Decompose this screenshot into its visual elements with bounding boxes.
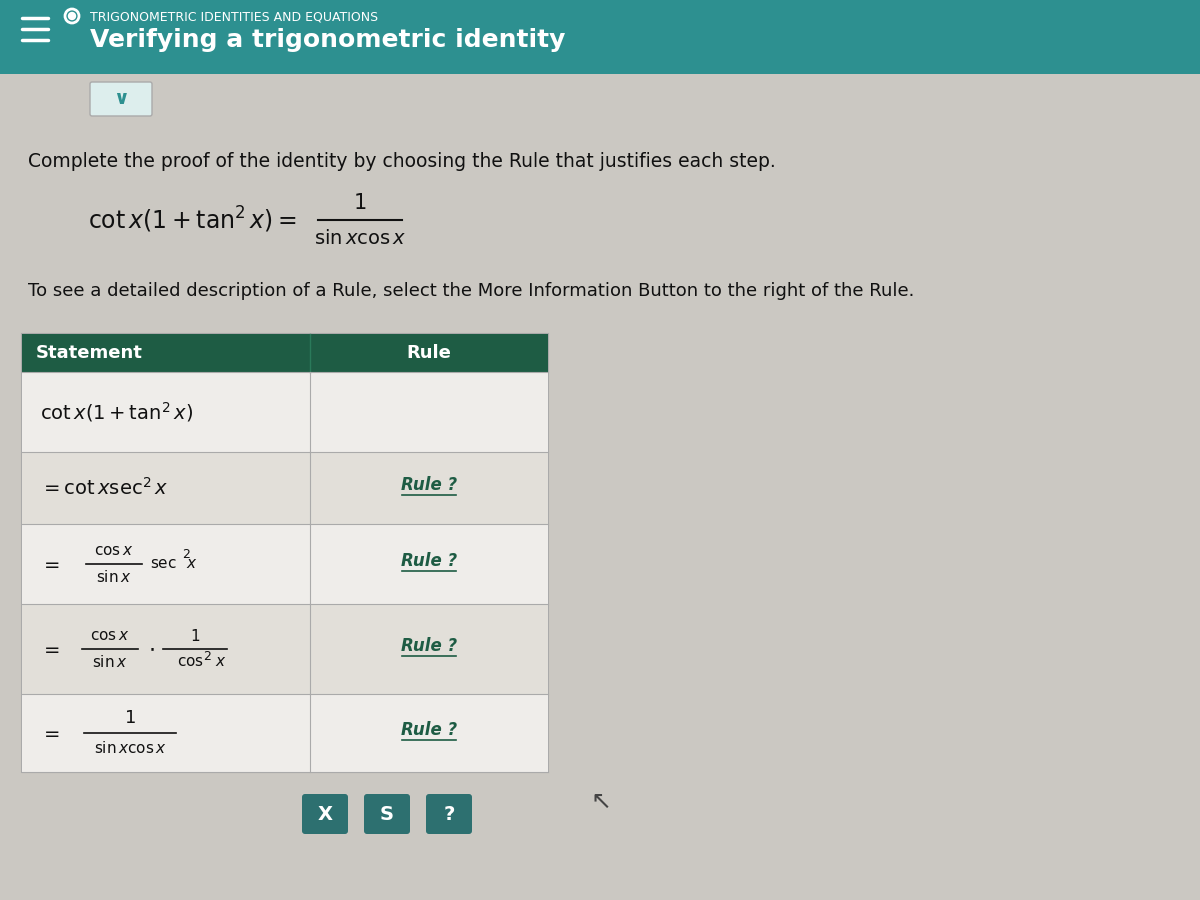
Bar — [22, 334, 548, 772]
Text: $=$: $=$ — [40, 724, 60, 742]
Text: $\cos x$: $\cos x$ — [90, 629, 130, 643]
Text: $1$: $1$ — [353, 193, 367, 213]
Text: X: X — [318, 805, 332, 824]
Text: $\cot x\left(1 + \tan^2 x\right)$: $\cot x\left(1 + \tan^2 x\right)$ — [40, 400, 193, 424]
Text: $\mathrm{cos}$: $\mathrm{cos}$ — [178, 655, 204, 669]
Text: ∨: ∨ — [113, 89, 128, 109]
Text: $\sin x$: $\sin x$ — [96, 569, 132, 585]
Text: To see a detailed description of a Rule, select the More Information Button to t: To see a detailed description of a Rule,… — [28, 282, 914, 300]
Text: $= \cot x\sec^2 x$: $= \cot x\sec^2 x$ — [40, 477, 168, 499]
Text: $2$: $2$ — [203, 651, 211, 663]
Text: $x$: $x$ — [215, 655, 227, 669]
FancyBboxPatch shape — [426, 794, 472, 834]
Text: Rule ?: Rule ? — [401, 721, 457, 739]
Text: $1$: $1$ — [124, 709, 136, 727]
Text: $x$: $x$ — [186, 557, 198, 571]
Bar — [22, 694, 548, 772]
Bar — [22, 524, 548, 604]
FancyBboxPatch shape — [90, 82, 152, 116]
Text: Rule ?: Rule ? — [401, 552, 457, 570]
Text: $\cdot$: $\cdot$ — [148, 638, 155, 660]
Bar — [22, 452, 548, 524]
Text: Rule: Rule — [407, 344, 451, 362]
Text: $=$: $=$ — [40, 640, 60, 658]
Text: Statement: Statement — [36, 344, 143, 362]
FancyBboxPatch shape — [302, 794, 348, 834]
Bar — [22, 372, 548, 452]
Text: $1$: $1$ — [190, 628, 200, 644]
Circle shape — [68, 13, 76, 20]
Bar — [22, 334, 548, 372]
Text: $\cot x\left(1+\tan^2 x\right)=$: $\cot x\left(1+\tan^2 x\right)=$ — [88, 205, 296, 235]
Text: S: S — [380, 805, 394, 824]
Text: Complete the proof of the identity by choosing the Rule that justifies each step: Complete the proof of the identity by ch… — [28, 152, 775, 171]
Text: Verifying a trigonometric identity: Verifying a trigonometric identity — [90, 28, 565, 52]
Text: TRIGONOMETRIC IDENTITIES AND EQUATIONS: TRIGONOMETRIC IDENTITIES AND EQUATIONS — [90, 10, 378, 23]
Text: $\mathrm{sec}$: $\mathrm{sec}$ — [150, 557, 176, 571]
Text: ↖: ↖ — [590, 790, 611, 814]
Text: Rule ?: Rule ? — [401, 476, 457, 494]
Text: Rule ?: Rule ? — [401, 637, 457, 655]
Text: $\sin x\cos x$: $\sin x\cos x$ — [94, 740, 167, 756]
Text: $2$: $2$ — [182, 548, 191, 562]
FancyBboxPatch shape — [364, 794, 410, 834]
Bar — [0, 0, 1200, 74]
Text: $\cos x$: $\cos x$ — [95, 544, 133, 558]
Text: ?: ? — [443, 805, 455, 824]
Bar — [22, 604, 548, 694]
Text: $\sin x\cos x$: $\sin x\cos x$ — [314, 229, 406, 248]
Text: $\sin x$: $\sin x$ — [92, 654, 127, 670]
Text: $=$: $=$ — [40, 555, 60, 573]
